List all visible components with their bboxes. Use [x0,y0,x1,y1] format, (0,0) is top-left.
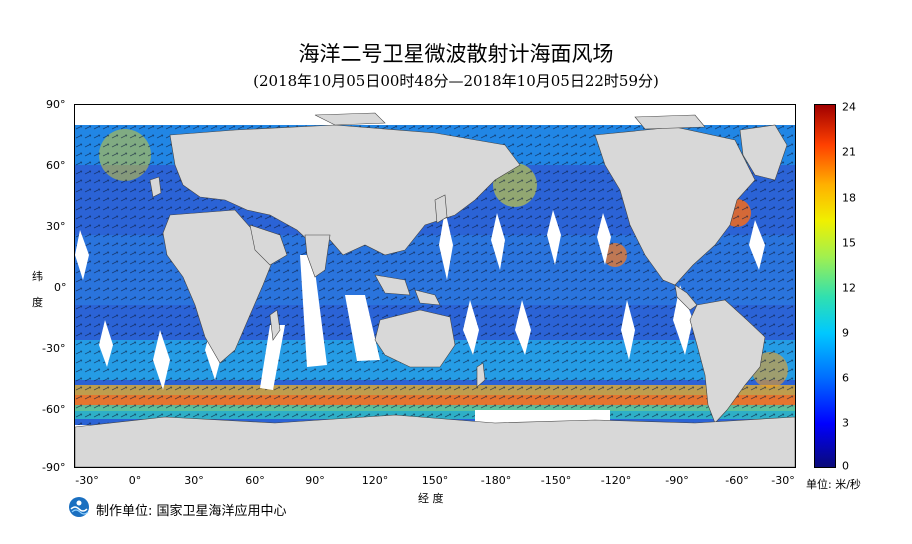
lat-tick-30: 30° [46,220,66,233]
lon-tick: 0° [128,474,142,487]
y-axis-title-char-1: 纬 [32,270,43,283]
colorbar-tick: 3 [842,416,849,430]
lon-tick: -30° [771,474,795,487]
colorbar-tick: 18 [842,191,856,205]
colorbar-tick: 9 [842,326,849,340]
lon-tick: 30° [184,474,204,487]
colorbar-tick: 0 [842,459,849,473]
y-axis-title-char-2: 度 [32,296,43,309]
colorbar-tick: 15 [842,236,856,250]
map-title: 海洋二号卫星微波散射计海面风场 [298,42,614,66]
colorbar-unit: 单位: 米/秒 [806,478,861,491]
map-subtitle: (2018年10月05日00时48分—2018年10月05日22时59分) [253,72,659,90]
lon-tick: 150° [421,474,449,487]
wind-field-map [74,104,796,468]
lon-tick: -90° [665,474,689,487]
map-canvas [75,105,795,467]
lat-tick-0: 0° [54,281,67,294]
lon-tick: -120° [600,474,632,487]
nsoas-logo-icon [69,497,89,517]
lat-tick-neg60: -60° [42,403,66,416]
colorbar-tick: 21 [842,145,856,159]
wind-speed-colorbar [814,104,836,468]
producer-label: 制作单位: 国家卫星海洋应用中心 [96,504,287,519]
colorbar-tick: 12 [842,281,856,295]
lon-tick: 120° [361,474,389,487]
lat-tick-90: 90° [46,98,66,111]
x-axis-title: 经 度 [418,492,444,505]
lon-tick: 60° [245,474,265,487]
colorbar-tick: 6 [842,371,849,385]
lon-tick: -150° [540,474,572,487]
colorbar-tick: 24 [842,100,856,114]
lon-tick: -180° [480,474,512,487]
lon-tick: -60° [725,474,749,487]
lat-tick-neg90: -90° [42,461,66,474]
lat-tick-60: 60° [46,159,66,172]
lon-tick: 90° [305,474,325,487]
lon-tick: -30° [75,474,99,487]
lat-tick-neg30: -30° [42,342,66,355]
